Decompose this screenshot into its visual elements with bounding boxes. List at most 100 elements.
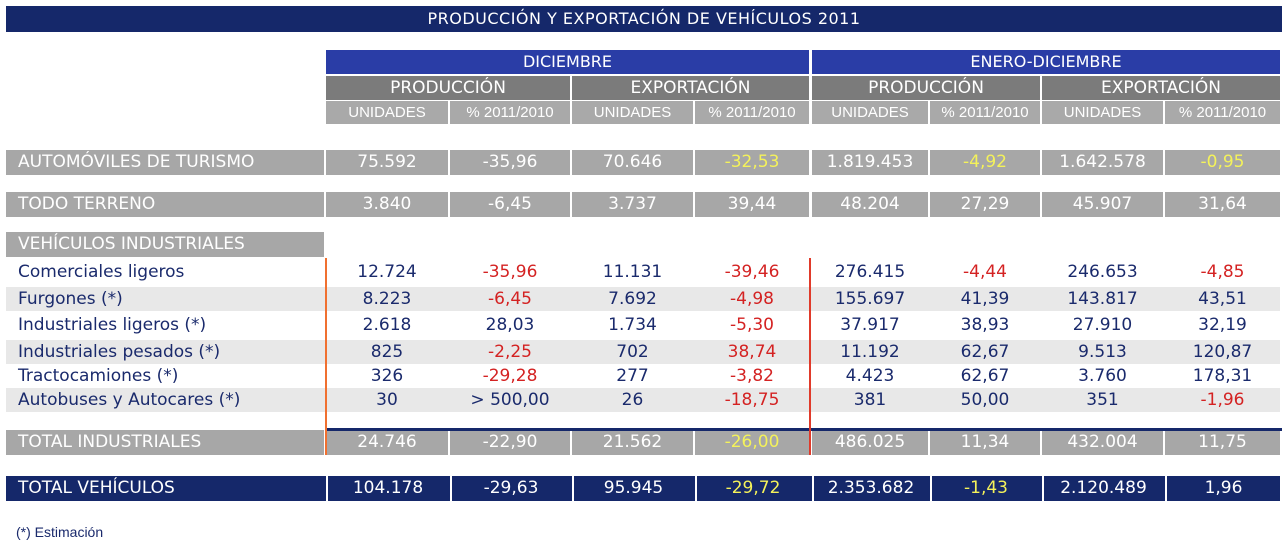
- value-cell: 1.734: [608, 315, 657, 335]
- value-cell: 120,87: [1192, 342, 1253, 362]
- period-header-enero-diciembre: ENERO-DICIEMBRE: [812, 50, 1280, 74]
- value-cell: 246.653: [1067, 262, 1138, 282]
- value-cell: -4,85: [1200, 262, 1245, 282]
- value-cell: 37.917: [840, 315, 900, 335]
- value-cell: > 500,00: [470, 390, 550, 410]
- group-header: EXPORTACIÓN: [1042, 76, 1280, 100]
- value-cell: 702: [616, 342, 649, 362]
- value-cell: 11.131: [602, 262, 663, 282]
- column-header: UNIDADES: [572, 101, 693, 124]
- value-cell: 62,67: [960, 366, 1010, 386]
- left-divider: [325, 258, 327, 455]
- value-cell: 43,51: [1198, 289, 1247, 309]
- group-header: PRODUCCIÓN: [326, 76, 570, 100]
- row-bg: [6, 340, 1280, 364]
- value-cell: -35,96: [450, 150, 570, 175]
- row-bg: [6, 287, 1280, 311]
- table-title: PRODUCCIÓN Y EXPORTACIÓN DE VEHÍCULOS 20…: [6, 6, 1282, 32]
- value-cell: -4,92: [930, 150, 1040, 175]
- value-cell: 277: [616, 366, 649, 386]
- value-cell: -6,45: [450, 192, 570, 217]
- value-cell: -6,45: [488, 289, 532, 309]
- value-cell: 27.910: [1072, 315, 1133, 335]
- value-cell: 178,31: [1192, 366, 1253, 386]
- value-cell: -4,44: [963, 262, 1007, 282]
- value-cell: 30: [376, 390, 398, 410]
- value-cell: 21.562: [572, 430, 693, 455]
- right-divider: [809, 258, 811, 455]
- row-label: TODO TERRENO: [6, 192, 324, 217]
- value-cell: -29,72: [695, 476, 809, 501]
- value-cell: 32,19: [1198, 315, 1247, 335]
- group-header: EXPORTACIÓN: [572, 76, 809, 100]
- value-cell: 3.737: [572, 192, 693, 217]
- value-cell: 28,03: [485, 315, 535, 335]
- column-header: % 2011/2010: [695, 101, 809, 124]
- value-cell: -1,96: [1200, 390, 1245, 410]
- section-label: VEHÍCULOS INDUSTRIALES: [6, 232, 324, 257]
- value-cell: 1.642.578: [1042, 150, 1163, 175]
- row-label: Industriales ligeros (*): [18, 315, 207, 335]
- value-cell: 381: [853, 390, 887, 410]
- column-header: UNIDADES: [812, 101, 928, 124]
- value-cell: 75.592: [326, 150, 448, 175]
- value-cell: 95.945: [572, 476, 693, 501]
- column-header: % 2011/2010: [1165, 101, 1280, 124]
- value-cell: 432.004: [1042, 430, 1163, 455]
- value-cell: 3.840: [326, 192, 448, 217]
- value-cell: -29,63: [450, 476, 570, 501]
- value-cell: -3,82: [730, 366, 774, 386]
- value-cell: -39,46: [724, 262, 780, 282]
- value-cell: 41,39: [960, 289, 1010, 309]
- column-header: % 2011/2010: [450, 101, 570, 124]
- value-cell: 155.697: [834, 289, 906, 309]
- value-cell: 11.192: [840, 342, 900, 362]
- row-label: Industriales pesados (*): [18, 342, 221, 362]
- value-cell: -35,96: [482, 262, 538, 282]
- column-header: UNIDADES: [326, 101, 448, 124]
- row-label: Furgones (*): [18, 289, 123, 309]
- value-cell: -22,90: [450, 430, 570, 455]
- value-cell: -2,25: [488, 342, 532, 362]
- value-cell: 351: [1086, 390, 1119, 410]
- value-cell: 1,96: [1165, 476, 1280, 501]
- value-cell: 2.618: [362, 315, 412, 335]
- value-cell: 45.907: [1042, 192, 1163, 217]
- footnote: (*) Estimación: [16, 524, 104, 540]
- value-cell: 825: [370, 342, 404, 362]
- row-label: TOTAL VEHÍCULOS: [18, 478, 175, 498]
- value-cell: 3.760: [1078, 366, 1127, 386]
- row-label: AUTOMÓVILES DE TURISMO: [6, 150, 324, 175]
- value-cell: 7.692: [608, 289, 657, 309]
- value-cell: 104.178: [326, 476, 448, 501]
- value-cell: -32,53: [695, 150, 809, 175]
- value-cell: 48.204: [812, 192, 928, 217]
- value-cell: 326: [370, 366, 404, 386]
- row-label: Comerciales ligeros: [18, 262, 185, 282]
- value-cell: 12.724: [357, 262, 417, 282]
- value-cell: -5,30: [730, 315, 774, 335]
- value-cell: 50,00: [960, 390, 1010, 410]
- group-header: PRODUCCIÓN: [812, 76, 1040, 100]
- value-cell: 70.646: [572, 150, 693, 175]
- value-cell: -26,00: [695, 430, 809, 455]
- value-cell: 9.513: [1078, 342, 1127, 362]
- value-cell: -1,43: [930, 476, 1040, 501]
- total-top-rule: [326, 428, 1282, 431]
- value-cell: 27,29: [930, 192, 1040, 217]
- value-cell: 2.353.682: [812, 476, 928, 501]
- value-cell: -29,28: [482, 366, 538, 386]
- period-header-diciembre: DICIEMBRE: [326, 50, 809, 74]
- value-cell: 8.223: [362, 289, 412, 309]
- value-cell: 38,74: [727, 342, 777, 362]
- row-label: Tractocamiones (*): [18, 366, 179, 386]
- value-cell: 2.120.489: [1042, 476, 1163, 501]
- value-cell: 26: [621, 390, 644, 410]
- row-bg: [6, 388, 1280, 412]
- value-cell: 11,34: [930, 430, 1040, 455]
- row-label: TOTAL INDUSTRIALES: [6, 430, 324, 455]
- value-cell: 39,44: [695, 192, 809, 217]
- row-label: Autobuses y Autocares (*): [18, 390, 241, 410]
- value-cell: 4.423: [845, 366, 895, 386]
- value-cell: 143.817: [1067, 289, 1138, 309]
